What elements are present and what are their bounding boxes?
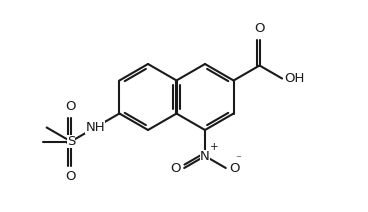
Text: S: S xyxy=(67,135,75,148)
Text: NH: NH xyxy=(85,121,105,134)
Text: O: O xyxy=(66,170,76,183)
Text: ⁻: ⁻ xyxy=(235,154,241,164)
Text: N: N xyxy=(200,149,210,163)
Text: O: O xyxy=(254,22,265,35)
Text: O: O xyxy=(229,162,239,174)
Text: +: + xyxy=(209,142,218,152)
Text: O: O xyxy=(66,100,76,113)
Text: OH: OH xyxy=(284,72,304,85)
Text: O: O xyxy=(171,162,181,174)
